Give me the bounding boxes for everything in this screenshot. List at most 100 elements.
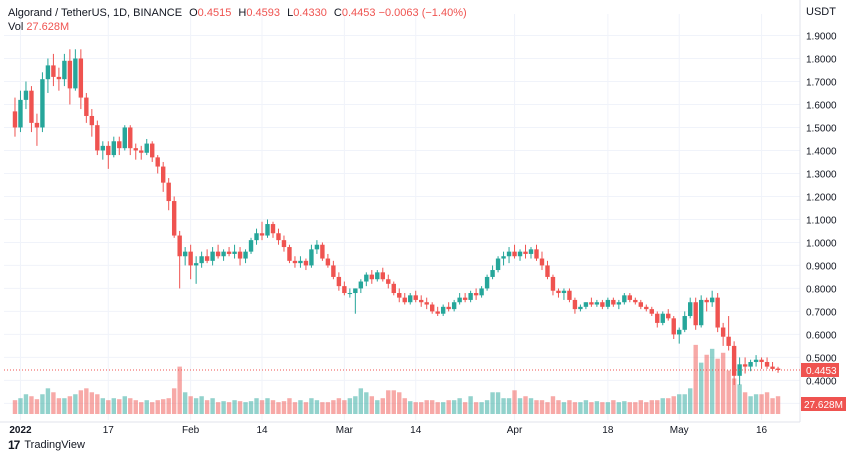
- candle-body: [177, 235, 182, 257]
- candle-body: [561, 290, 567, 294]
- volume-bar: [688, 388, 693, 414]
- volume-bar: [336, 398, 342, 414]
- volume-bar: [204, 400, 210, 414]
- candle-body: [440, 306, 446, 314]
- candle-body: [325, 258, 331, 266]
- volume-bar: [473, 402, 479, 414]
- candle-body: [303, 260, 309, 266]
- volume-bar: [539, 400, 545, 414]
- candle-body: [517, 251, 523, 257]
- volume-bar: [413, 402, 418, 414]
- candle-body: [309, 249, 314, 266]
- candle-body: [155, 157, 160, 167]
- candle-body: [759, 359, 764, 363]
- candle-body: [188, 251, 193, 266]
- volume-bar: [655, 400, 660, 414]
- candle-body: [693, 302, 698, 326]
- x-tick-label: Feb: [182, 425, 200, 436]
- candle-body: [397, 293, 402, 298]
- candle-body: [501, 256, 506, 259]
- volume-bar: [462, 402, 468, 414]
- candle-body: [210, 251, 215, 261]
- candle-body: [594, 302, 600, 305]
- candle-body: [473, 293, 479, 296]
- volume-bar: [490, 392, 495, 414]
- volume-bar: [495, 392, 501, 414]
- candle-body: [128, 127, 133, 149]
- y-tick-label: 1.2000: [806, 192, 837, 203]
- candle-body: [446, 306, 451, 310]
- volume-bar: [56, 398, 62, 414]
- volume-bar: [627, 402, 633, 414]
- volume-bar: [528, 398, 534, 414]
- volume-bar: [704, 354, 709, 414]
- candle-body: [95, 125, 100, 151]
- candle-body: [638, 302, 643, 307]
- candle-body: [682, 316, 687, 330]
- candle-body: [23, 90, 29, 100]
- volume-bar: [78, 390, 84, 414]
- candle-body: [451, 302, 457, 310]
- x-tick-label: Mar: [336, 425, 354, 436]
- volume-bar: [18, 398, 23, 414]
- volume-bar: [40, 394, 45, 414]
- volume-bar: [600, 402, 605, 414]
- volume-bar: [265, 398, 270, 414]
- candle-body: [698, 299, 704, 326]
- candle-body: [265, 224, 270, 236]
- volume-bar: [633, 402, 638, 414]
- candle-body: [391, 283, 396, 294]
- candle-body: [353, 288, 358, 294]
- volume-label: Vol: [8, 21, 24, 33]
- volume-bar: [199, 396, 204, 414]
- volume-bar: [759, 394, 764, 414]
- high-value: 0.4593: [246, 7, 280, 19]
- footer-brand[interactable]: 17 TradingView: [8, 438, 85, 452]
- volume-bar: [281, 401, 287, 414]
- volume-bar: [386, 390, 391, 414]
- candle-body: [336, 276, 342, 287]
- volume-bar: [73, 394, 78, 414]
- volume-bar: [12, 400, 18, 414]
- volume-bar: [45, 388, 51, 414]
- volume-bar: [660, 398, 665, 414]
- currency-label: USDT: [806, 6, 836, 18]
- volume-bar: [95, 394, 100, 414]
- candle-body: [380, 272, 385, 280]
- candle-body: [386, 279, 391, 284]
- candle-body: [111, 141, 116, 156]
- volume-bar: [451, 400, 457, 414]
- volume-bar: [419, 402, 424, 414]
- candle-body: [67, 60, 73, 89]
- candle-body: [221, 251, 226, 257]
- candle-body: [506, 251, 512, 257]
- candle-body: [106, 145, 111, 156]
- candle-body: [342, 286, 347, 294]
- candle-body: [671, 318, 676, 335]
- candle-body: [589, 302, 594, 305]
- candle-body: [161, 166, 166, 183]
- volume-bar: [117, 399, 122, 414]
- candle-body: [62, 60, 67, 80]
- y-tick-label: 1.8000: [806, 54, 837, 65]
- volume-bar: [237, 401, 243, 414]
- candle-body: [347, 293, 353, 295]
- candle-body: [237, 251, 243, 259]
- volume-bar: [429, 400, 435, 414]
- volume-bar: [270, 400, 276, 414]
- candle-body: [578, 306, 583, 310]
- volume-bar: [248, 401, 254, 414]
- candle-body: [402, 297, 407, 303]
- volume-bar: [770, 398, 775, 414]
- legend-header: Algorand / TetherUS, 1D, BINANCE O0.4515…: [8, 6, 467, 20]
- candle-body: [51, 65, 56, 77]
- volume-bar: [731, 378, 737, 414]
- volume-bar: [259, 400, 265, 414]
- volume-bar: [23, 394, 29, 414]
- volume-bar: [309, 398, 314, 414]
- candle-body: [523, 251, 528, 254]
- volume-badge: [801, 397, 846, 411]
- candle-body: [704, 299, 709, 303]
